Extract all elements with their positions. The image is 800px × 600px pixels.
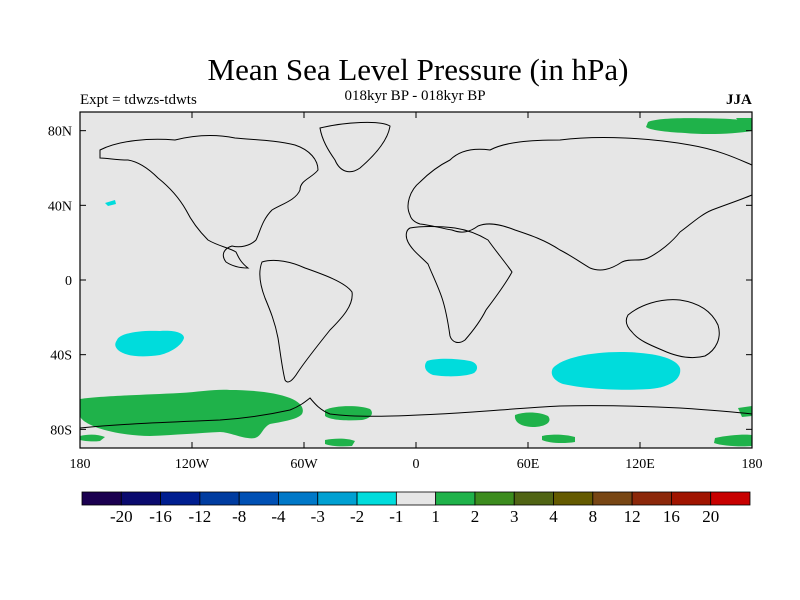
lon-tick-label: 60W: [290, 457, 318, 472]
lat-tick-label: 80N: [48, 125, 72, 140]
africa-coast: [405, 226, 513, 344]
colorbar-label: -3: [311, 507, 325, 526]
colorbar-swatch: [435, 491, 476, 506]
colorbar-swatch: [513, 491, 554, 506]
antarctic-positive-strip-4: [80, 434, 105, 442]
colorbar-label: -8: [232, 507, 246, 526]
lon-tick-label: 0: [413, 457, 420, 472]
colorbar-label: 16: [663, 507, 680, 526]
colorbar-label: -12: [189, 507, 212, 526]
colorbar-label: 1: [431, 507, 440, 526]
colorbar-label: 12: [624, 507, 641, 526]
colorbar-label: -4: [271, 507, 286, 526]
antarctic-positive-strip-1: [542, 434, 575, 444]
colorbar-swatch: [631, 491, 672, 506]
colorbar-label: -2: [350, 507, 364, 526]
south-america-coast: [259, 259, 353, 383]
colorbar-swatch: [710, 491, 751, 506]
southern-ocean-positive-region-west: [80, 389, 303, 439]
southern-ocean-positive-region-east: [738, 406, 752, 417]
lat-tick-label: 0: [65, 274, 72, 289]
greenland-coast: [319, 121, 391, 173]
chart-title: Mean Sea Level Pressure (in hPa): [207, 52, 629, 87]
lon-tick-label: 180: [70, 457, 91, 472]
colorbar-swatch: [238, 491, 279, 506]
colorbar-swatch: [120, 491, 161, 506]
lat-tick-label: 80S: [50, 423, 72, 438]
season-label: JJA: [726, 92, 752, 108]
lon-tick-label: 60E: [517, 457, 540, 472]
colorbar-swatch: [199, 491, 240, 506]
colorbar-swatch: [592, 491, 633, 506]
colorbar-label: 4: [549, 507, 558, 526]
south-indian-negative-region: [551, 352, 681, 390]
southern-ocean-positive-region-mid: [514, 412, 550, 427]
southern-ocean-positive-region-small: [325, 406, 372, 421]
lon-tick-label: 120E: [625, 457, 655, 472]
colorbar-label: -1: [389, 507, 403, 526]
antarctica-coast: [79, 397, 753, 429]
colorbar-swatch: [671, 491, 712, 506]
map-background: [80, 112, 752, 448]
colorbar-swatch: [395, 491, 437, 506]
colorbar-swatch: [160, 491, 201, 506]
anomaly-shading: [80, 118, 752, 447]
colorbar: -20 -16 -12 -8 -4 -3 -2 -1 1 2 3 4 8 12 16 20: [81, 491, 751, 526]
antarctic-positive-strip-2: [714, 434, 752, 447]
experiment-label: Expt = tdwzs-tdwts: [80, 92, 197, 108]
colorbar-label: 8: [589, 507, 598, 526]
lat-tick-label: 40S: [50, 349, 72, 364]
colorbar-label: -16: [149, 507, 172, 526]
lat-tick-label: 40N: [48, 199, 72, 214]
lon-tick-label: 120W: [175, 457, 210, 472]
colorbar-swatch: [474, 491, 515, 506]
south-atlantic-negative-region: [425, 358, 478, 377]
colorbar-swatch: [356, 491, 397, 506]
north-america-coast: [99, 135, 319, 269]
colorbar-label: -20: [110, 507, 133, 526]
coastlines: [79, 121, 753, 429]
colorbar-swatch: [278, 491, 319, 506]
colorbar-label: 2: [471, 507, 480, 526]
latitude-axis: 80N 40N 0 40S 80S: [48, 125, 752, 438]
longitude-axis: 180 120W 60W 0 60E 120E 180: [70, 112, 763, 472]
colorbar-label: 3: [510, 507, 519, 526]
europe-asia-coast: [407, 137, 753, 271]
lon-tick-label: 180: [742, 457, 763, 472]
colorbar-swatch: [553, 491, 594, 506]
antarctic-positive-strip-3: [325, 438, 355, 447]
australia-coast: [625, 299, 720, 359]
colorbar-swatch: [317, 491, 358, 506]
colorbar-swatch: [81, 491, 122, 506]
colorbar-label: 20: [702, 507, 719, 526]
arctic-small-patch: [736, 118, 752, 124]
arctic-positive-region: [646, 118, 752, 135]
south-pacific-negative-region: [115, 330, 184, 357]
pacific-small-cyan-patch: [105, 200, 116, 206]
period-subtitle: 018kyr BP - 018kyr BP: [344, 88, 486, 104]
